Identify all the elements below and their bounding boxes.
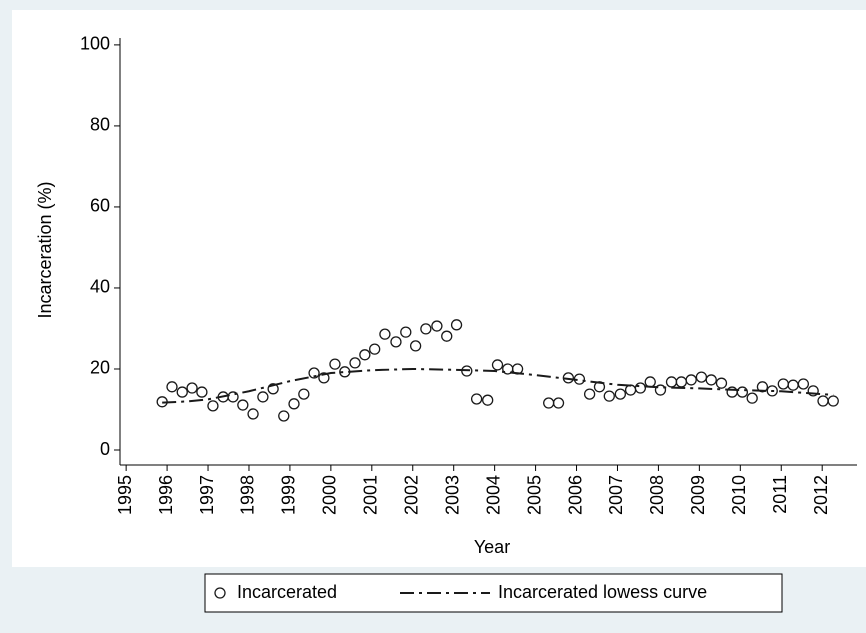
point — [298, 388, 310, 400]
point — [431, 320, 443, 332]
point — [379, 328, 391, 340]
point — [369, 343, 381, 355]
point — [562, 372, 574, 384]
point — [736, 386, 749, 398]
x-tick-label: 2005 — [524, 475, 544, 515]
point — [685, 374, 697, 386]
point — [227, 391, 239, 403]
point — [482, 394, 494, 406]
x-tick-label: 2002 — [402, 475, 422, 515]
point — [441, 330, 453, 342]
y-tick-label: 100 — [80, 34, 110, 54]
point — [288, 398, 300, 410]
point — [409, 340, 422, 352]
x-tick-label: 1999 — [279, 475, 299, 515]
y-tick-label: 40 — [90, 277, 110, 297]
point — [349, 357, 361, 369]
x-tick-label: 1995 — [115, 475, 135, 515]
point — [603, 390, 615, 402]
x-tick-label: 1998 — [238, 475, 258, 515]
legend-label: Incarcerated lowess curve — [498, 582, 707, 602]
point — [705, 374, 717, 386]
point — [267, 383, 279, 395]
point — [196, 386, 208, 398]
x-tick-label: 2012 — [811, 475, 831, 515]
legend-label: Incarcerated — [237, 582, 337, 602]
point — [756, 381, 769, 393]
point — [746, 392, 758, 404]
x-tick-label: 2011 — [770, 475, 790, 514]
point — [257, 391, 269, 403]
point — [329, 358, 341, 370]
point — [614, 388, 626, 400]
point — [318, 372, 330, 384]
point — [186, 382, 198, 394]
x-tick-label: 1996 — [156, 475, 176, 515]
lowess-line — [162, 367, 834, 404]
x-tick-label: 2008 — [647, 475, 667, 515]
point — [552, 397, 565, 409]
x-tick-label: 2003 — [442, 475, 462, 515]
x-tick-label: 2000 — [320, 475, 340, 515]
x-tick-label: 2006 — [565, 475, 585, 515]
x-tick-label: 2009 — [688, 475, 708, 515]
point — [420, 323, 432, 335]
y-tick-label: 80 — [90, 115, 110, 135]
point — [390, 336, 402, 348]
x-tick-label: 1997 — [197, 475, 217, 515]
point — [450, 319, 463, 331]
point — [807, 385, 819, 397]
point — [583, 388, 596, 400]
point — [176, 386, 188, 398]
y-tick-label: 20 — [90, 358, 110, 378]
x-tick-label: 2004 — [483, 475, 503, 515]
point — [207, 400, 219, 412]
point — [166, 381, 178, 393]
point — [654, 384, 667, 396]
point — [766, 385, 778, 397]
point — [278, 410, 290, 422]
y-tick-label: 60 — [90, 196, 110, 216]
x-tick-label: 2001 — [361, 475, 381, 515]
x-axis-title: Year — [474, 537, 510, 557]
point — [400, 326, 412, 338]
x-tick-label: 2010 — [729, 475, 749, 515]
point — [308, 367, 320, 379]
plot-background — [12, 10, 866, 567]
point — [470, 393, 483, 405]
point — [634, 382, 647, 394]
point — [827, 395, 839, 407]
point — [715, 377, 728, 389]
legend-box — [204, 573, 783, 613]
point — [359, 349, 371, 361]
y-tick-label: 0 — [100, 439, 110, 459]
point — [237, 399, 249, 411]
y-axis-title: Incarceration (%) — [35, 181, 55, 318]
legend-marker — [214, 587, 226, 599]
point — [491, 359, 504, 371]
point — [797, 378, 810, 390]
x-tick-label: 2007 — [606, 475, 626, 515]
point — [247, 408, 259, 420]
